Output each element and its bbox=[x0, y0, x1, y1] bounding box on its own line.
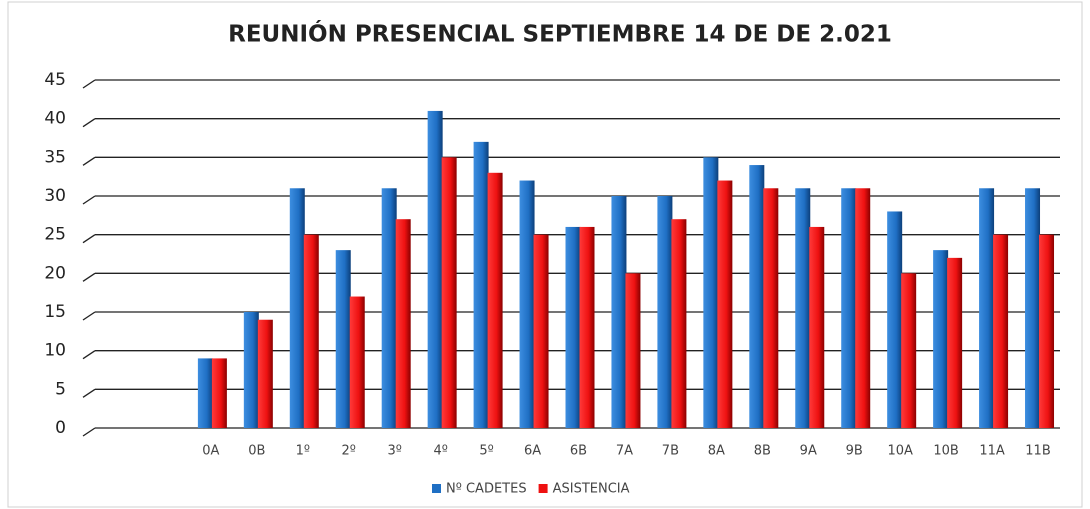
x-tick-label: 9B bbox=[846, 444, 863, 459]
grid-line-depth bbox=[82, 118, 96, 128]
bar bbox=[979, 188, 995, 428]
bar bbox=[533, 234, 549, 428]
bar bbox=[427, 110, 443, 428]
grid-line-depth bbox=[82, 156, 96, 166]
bar bbox=[349, 296, 365, 428]
bar bbox=[625, 273, 641, 428]
x-tick-label: 6B bbox=[570, 444, 587, 459]
x-tick-label: 11A bbox=[979, 444, 1005, 459]
bar bbox=[381, 188, 397, 428]
y-tick-label: 0 bbox=[55, 418, 66, 438]
y-tick-label: 20 bbox=[44, 263, 66, 283]
grid-line-depth bbox=[82, 311, 96, 321]
x-tick-label: 10A bbox=[887, 444, 913, 459]
x-tick-label: 5º bbox=[479, 444, 493, 459]
grid-line-depth bbox=[82, 234, 96, 244]
bar bbox=[441, 157, 457, 429]
grid-line-depth bbox=[82, 79, 96, 89]
bar bbox=[519, 180, 535, 428]
bar bbox=[487, 172, 503, 428]
x-tick-label: 7B bbox=[662, 444, 679, 459]
bar bbox=[887, 211, 903, 428]
bar bbox=[993, 234, 1009, 428]
bar bbox=[289, 188, 305, 428]
bar bbox=[335, 250, 351, 428]
grid-line-depth bbox=[82, 427, 96, 437]
legend-swatch bbox=[432, 484, 441, 493]
legend-swatch bbox=[538, 484, 548, 493]
bar bbox=[565, 226, 581, 428]
bar bbox=[855, 188, 871, 428]
bar bbox=[703, 157, 719, 429]
bar bbox=[763, 188, 779, 428]
grid-line-depth bbox=[82, 350, 96, 360]
bar bbox=[1025, 188, 1041, 428]
x-tick-label: 7A bbox=[616, 444, 633, 459]
bar bbox=[933, 250, 949, 428]
bar bbox=[303, 234, 319, 428]
bar bbox=[257, 319, 273, 428]
y-tick-label: 40 bbox=[44, 109, 66, 129]
bar bbox=[197, 358, 213, 428]
legend-label: ASISTENCIA bbox=[553, 482, 630, 497]
x-tick-label: 0B bbox=[248, 444, 265, 459]
bar bbox=[901, 273, 917, 428]
bar bbox=[1039, 234, 1055, 428]
grid-line-depth bbox=[82, 388, 96, 398]
bar bbox=[579, 226, 595, 428]
y-tick-label: 45 bbox=[44, 70, 66, 90]
bar bbox=[749, 165, 765, 429]
bar bbox=[947, 257, 963, 428]
bar bbox=[809, 226, 825, 428]
bar bbox=[473, 141, 489, 428]
chart-title: REUNIÓN PRESENCIAL SEPTIEMBRE 14 DE DE 2… bbox=[228, 20, 892, 48]
chart-frame bbox=[7, 1, 1083, 508]
x-tick-label: 10B bbox=[933, 444, 958, 459]
x-tick-label: 8A bbox=[708, 444, 725, 459]
x-tick-label: 11B bbox=[1025, 444, 1050, 459]
bar bbox=[243, 312, 259, 428]
grid-line-depth bbox=[82, 272, 96, 282]
x-tick-label: 0A bbox=[202, 444, 219, 459]
y-tick-label: 35 bbox=[44, 147, 66, 167]
y-tick-label: 25 bbox=[44, 225, 66, 245]
y-tick-label: 15 bbox=[44, 302, 66, 322]
bar bbox=[395, 219, 411, 428]
x-tick-label: 1º bbox=[296, 444, 310, 459]
bar bbox=[671, 219, 687, 428]
x-tick-label: 6A bbox=[524, 444, 541, 459]
y-tick-label: 10 bbox=[44, 341, 66, 361]
bar bbox=[611, 196, 627, 428]
legend-label: Nº CADETES bbox=[446, 482, 527, 497]
bar bbox=[841, 188, 857, 428]
bar bbox=[795, 188, 811, 428]
bar bbox=[657, 196, 673, 428]
x-tick-label: 4º bbox=[433, 444, 447, 459]
x-tick-label: 8B bbox=[754, 444, 771, 459]
bar bbox=[211, 358, 227, 428]
y-tick-label: 5 bbox=[55, 379, 66, 399]
grid-line-depth bbox=[82, 195, 96, 205]
x-tick-label: 9A bbox=[800, 444, 817, 459]
bar bbox=[717, 180, 733, 428]
y-tick-label: 30 bbox=[44, 186, 66, 206]
x-tick-label: 2º bbox=[342, 444, 356, 459]
x-tick-label: 3º bbox=[387, 444, 401, 459]
